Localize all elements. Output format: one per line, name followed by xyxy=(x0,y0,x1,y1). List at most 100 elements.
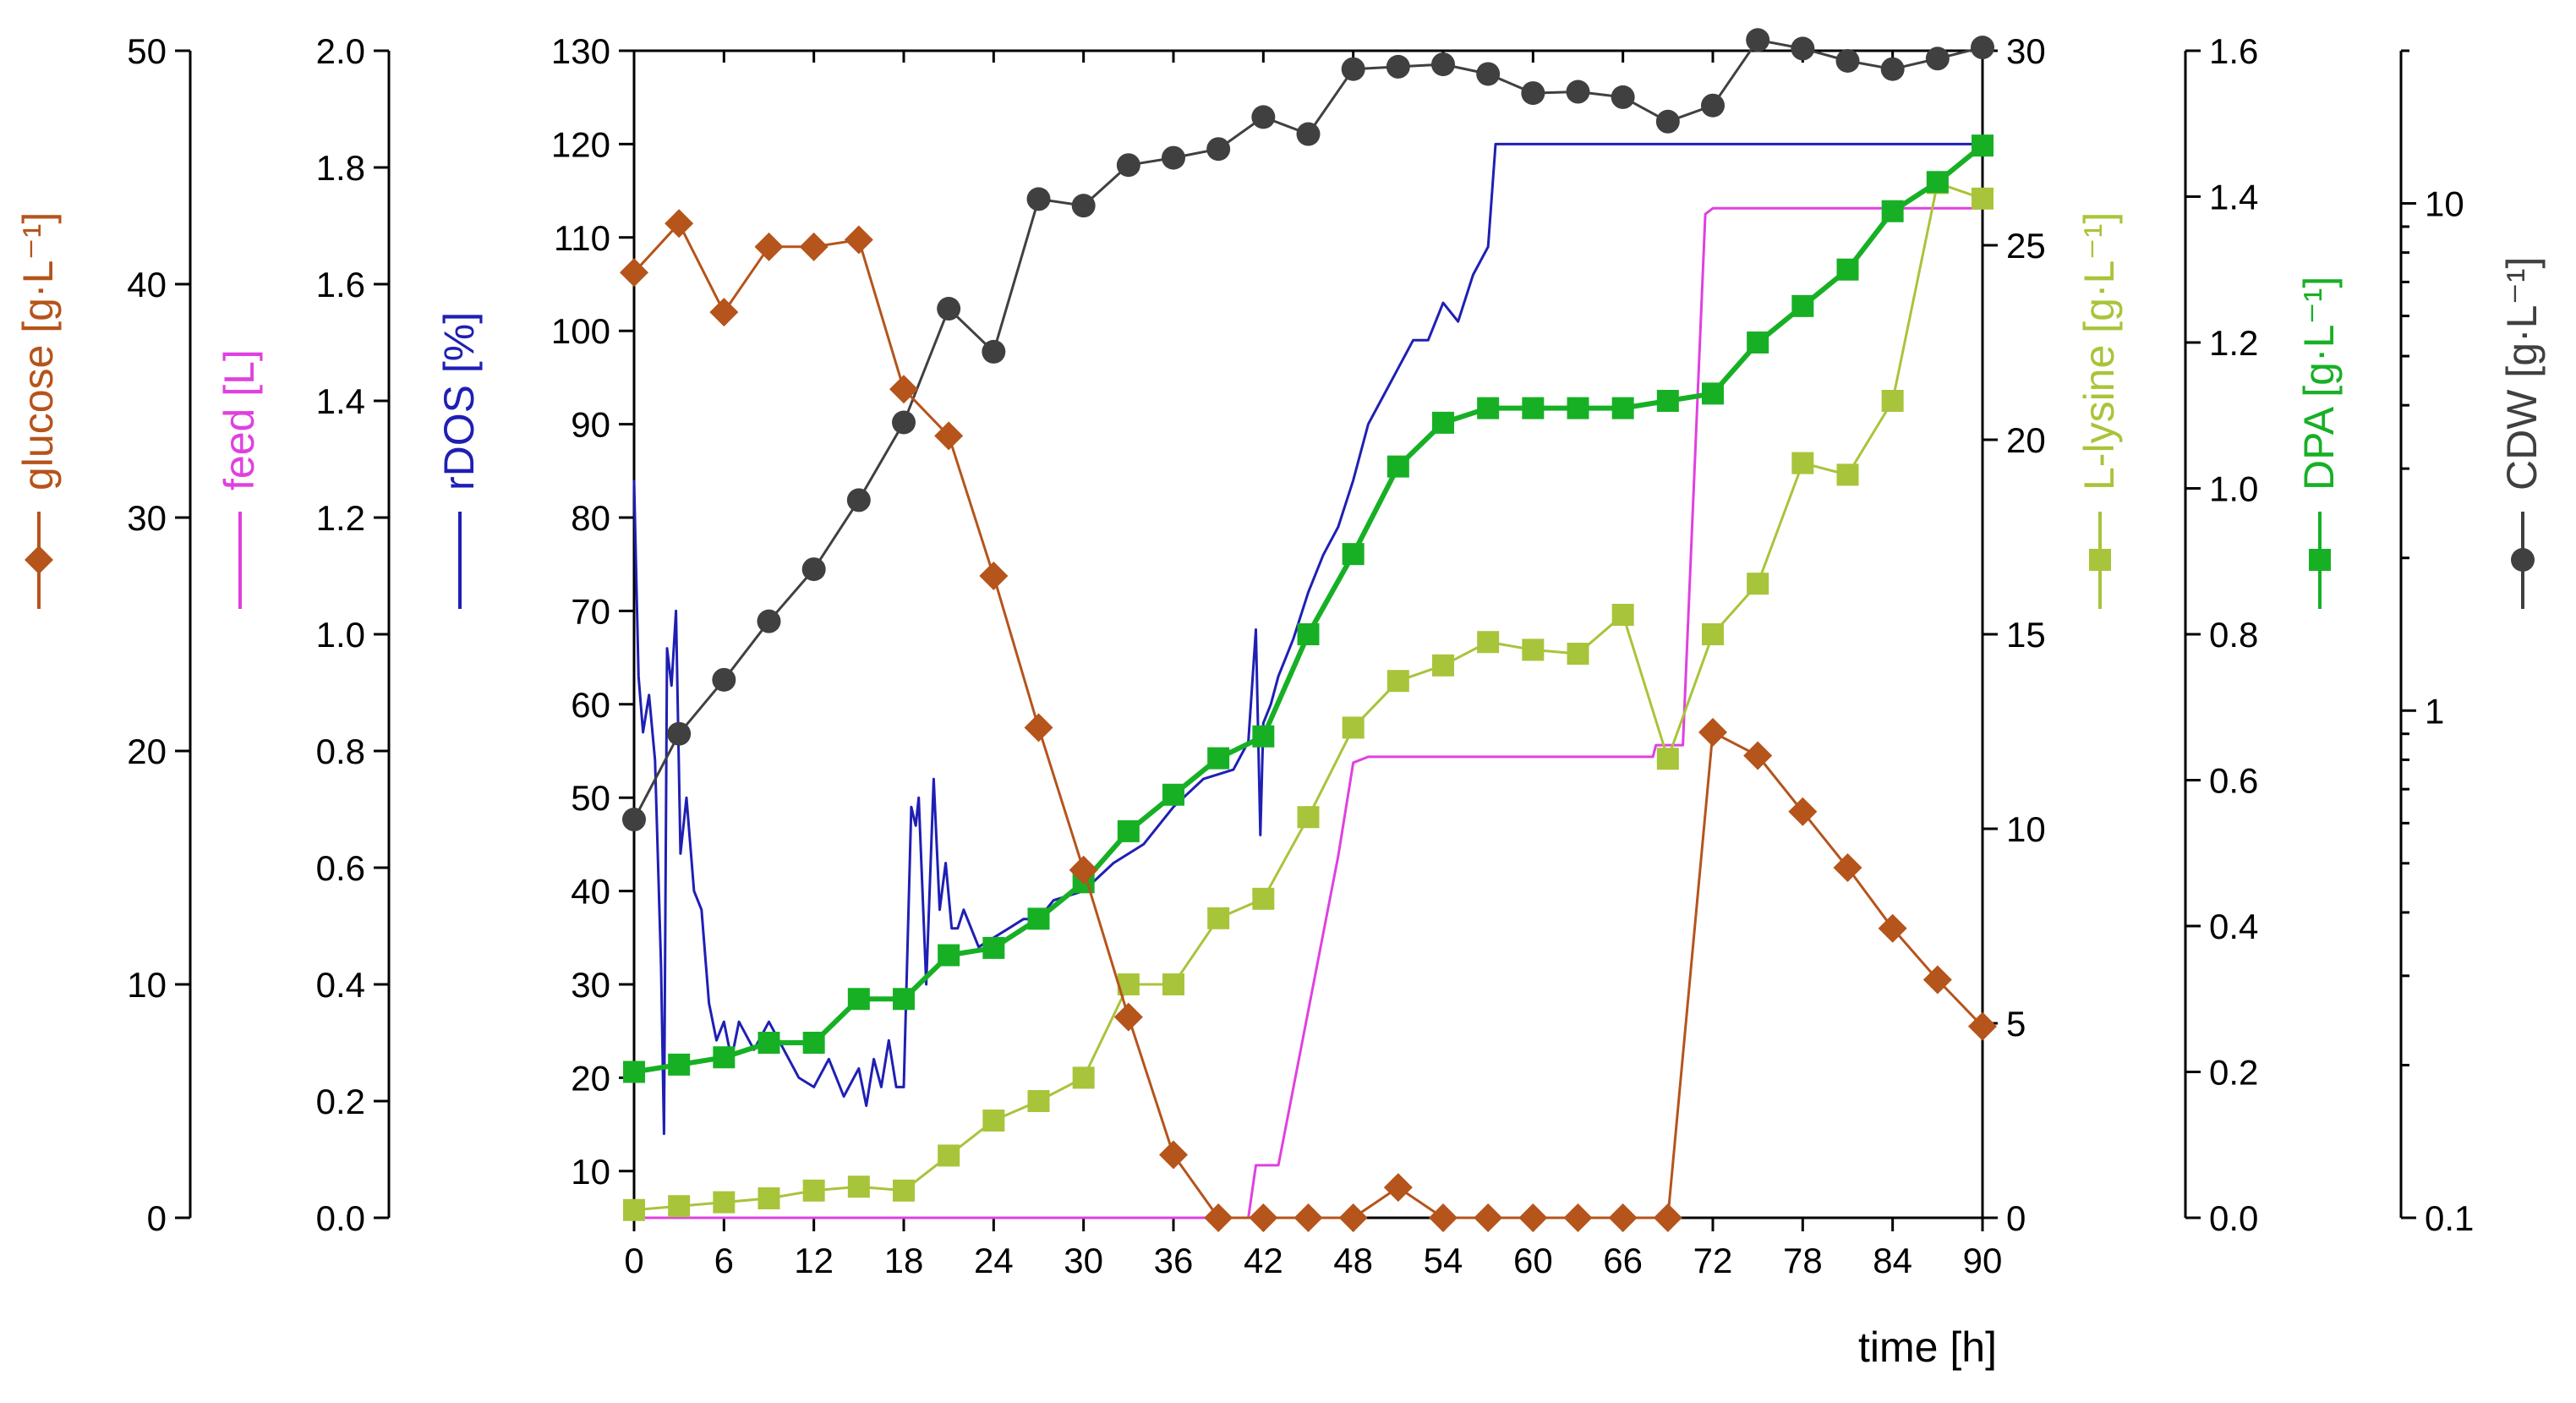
series-dpa xyxy=(623,134,1994,1083)
series-glucose-point xyxy=(1024,713,1053,743)
series-dpa-line xyxy=(633,143,1984,1075)
series-l-lysine-point xyxy=(1162,973,1184,995)
x-tick-label: 60 xyxy=(1513,1241,1553,1280)
series-cdw-point xyxy=(801,557,826,582)
series-cdw-point xyxy=(1162,145,1185,170)
dpa-tick-label: 0.2 xyxy=(2209,1053,2258,1093)
series-l-lysine-point xyxy=(1297,806,1320,829)
rdos-tick-label: 50 xyxy=(571,778,610,818)
series-cdw xyxy=(622,28,1994,832)
series-dpa-point xyxy=(893,988,915,1011)
series-dpa-point xyxy=(1342,543,1365,566)
series-cdw-point xyxy=(1611,85,1635,109)
series-l-lysine-point xyxy=(938,1144,960,1167)
dpa-axis-title: DPA [g·L⁻¹] xyxy=(2295,277,2343,491)
series-l-lysine-point xyxy=(1477,631,1500,654)
lysine-tick-label: 5 xyxy=(2006,1004,2026,1044)
series-glucose-point xyxy=(1249,1203,1278,1232)
series-l-lysine-line xyxy=(633,181,1983,1212)
lysine-legend-marker xyxy=(2089,549,2111,571)
feed-tick-label: 1.0 xyxy=(316,615,365,655)
series-dpa-point xyxy=(1881,200,1904,222)
series-l-lysine-point xyxy=(668,1195,691,1218)
feed-tick-label: 1.6 xyxy=(316,265,365,304)
series-cdw-point xyxy=(757,609,781,633)
series-rdos xyxy=(632,142,1983,1136)
series-dpa-point xyxy=(713,1046,736,1069)
series-cdw-point xyxy=(892,410,916,435)
rdos-tick-label: 40 xyxy=(571,872,610,912)
series-cdw-point xyxy=(667,721,692,746)
series-glucose-point xyxy=(1338,1203,1368,1232)
series-glucose-point xyxy=(1833,853,1862,882)
series-cdw-point xyxy=(1206,137,1231,162)
series-cdw-point xyxy=(1701,93,1725,118)
series-cdw-point xyxy=(982,339,1006,364)
dpa-tick-label: 0.8 xyxy=(2209,615,2258,655)
series-l-lysine-point xyxy=(757,1187,780,1209)
series-l-lysine-point xyxy=(1972,187,1994,210)
series-glucose-point xyxy=(799,232,829,261)
series-layer xyxy=(620,28,1997,1232)
series-glucose-point xyxy=(620,258,648,288)
series-l-lysine-point xyxy=(1432,654,1454,677)
series-glucose-point xyxy=(844,225,873,255)
series-dpa-point xyxy=(1252,725,1275,748)
series-cdw-point xyxy=(1835,48,1860,73)
feed-tick-label: 0.6 xyxy=(316,848,365,888)
series-glucose-point xyxy=(889,375,918,404)
series-cdw-point xyxy=(1386,54,1410,79)
series-cdw-point xyxy=(1791,36,1815,61)
series-cdw-point xyxy=(1746,28,1770,52)
series-cdw-point xyxy=(1655,109,1680,134)
x-tick-label: 42 xyxy=(1244,1241,1283,1280)
series-glucose-point xyxy=(1293,1203,1323,1232)
series-cdw-point xyxy=(1476,62,1501,86)
dpa-tick-label: 0.4 xyxy=(2209,907,2258,946)
feed-tick-label: 0.4 xyxy=(316,965,365,1005)
dpa-tick-label: 1.6 xyxy=(2209,31,2258,71)
series-l-lysine-point xyxy=(847,1176,870,1198)
rdos-tick-label: 60 xyxy=(571,685,610,725)
axes-layer: 0 6 12 18 24 30 36 42 48 54 60 66 72 78 84 90 time [h] 0 1… xyxy=(127,31,2474,1371)
series-dpa-point xyxy=(1656,390,1679,412)
series-glucose-point xyxy=(1159,1140,1188,1170)
x-tick-label: 72 xyxy=(1693,1241,1733,1280)
series-dpa-point xyxy=(1567,397,1589,419)
cdw-tick-label: 10 xyxy=(2425,184,2464,224)
series-glucose-point xyxy=(1474,1203,1503,1232)
glucose-tick-label: 50 xyxy=(127,31,167,71)
series-glucose-point xyxy=(709,298,739,327)
series-l-lysine-point xyxy=(623,1198,645,1221)
x-tick-label: 48 xyxy=(1333,1241,1373,1280)
feed-tick-label: 1.4 xyxy=(316,381,365,421)
series-cdw-point xyxy=(622,808,646,832)
series-l-lysine-point xyxy=(893,1179,915,1202)
glucose-tick-label: 40 xyxy=(127,265,167,304)
series-glucose-point xyxy=(754,232,784,261)
cdw-tick-label: 0.1 xyxy=(2425,1198,2474,1238)
rdos-tick-label: 110 xyxy=(554,218,610,258)
series-feed xyxy=(634,206,1983,1219)
glucose-tick-label: 10 xyxy=(127,965,167,1005)
series-glucose xyxy=(620,209,1997,1232)
feed-tick-label: 0.2 xyxy=(316,1082,365,1121)
series-cdw-point xyxy=(1880,57,1905,81)
x-tick-label: 54 xyxy=(1424,1241,1463,1280)
series-glucose-point xyxy=(1518,1203,1548,1232)
series-dpa-point xyxy=(1297,623,1320,645)
series-dpa-point xyxy=(1027,907,1050,930)
series-glucose-point xyxy=(1608,1203,1638,1232)
feed-axis-title: feed [L] xyxy=(216,349,263,491)
series-glucose-point xyxy=(1878,913,1907,943)
glucose-tick-label: 30 xyxy=(127,498,167,538)
series-glucose-point xyxy=(1788,797,1818,826)
series-dpa-point xyxy=(1207,747,1230,770)
series-l-lysine xyxy=(623,172,1994,1221)
lysine-axis-title: L-lysine [g·L⁻¹] xyxy=(2076,212,2123,491)
x-tick-label: 18 xyxy=(884,1241,924,1280)
series-cdw-point xyxy=(1431,52,1455,77)
cdw-axis-title-group: CDW [g·L⁻¹] xyxy=(2498,257,2546,609)
series-glucose-point xyxy=(934,421,964,451)
series-dpa-point xyxy=(1386,455,1409,478)
